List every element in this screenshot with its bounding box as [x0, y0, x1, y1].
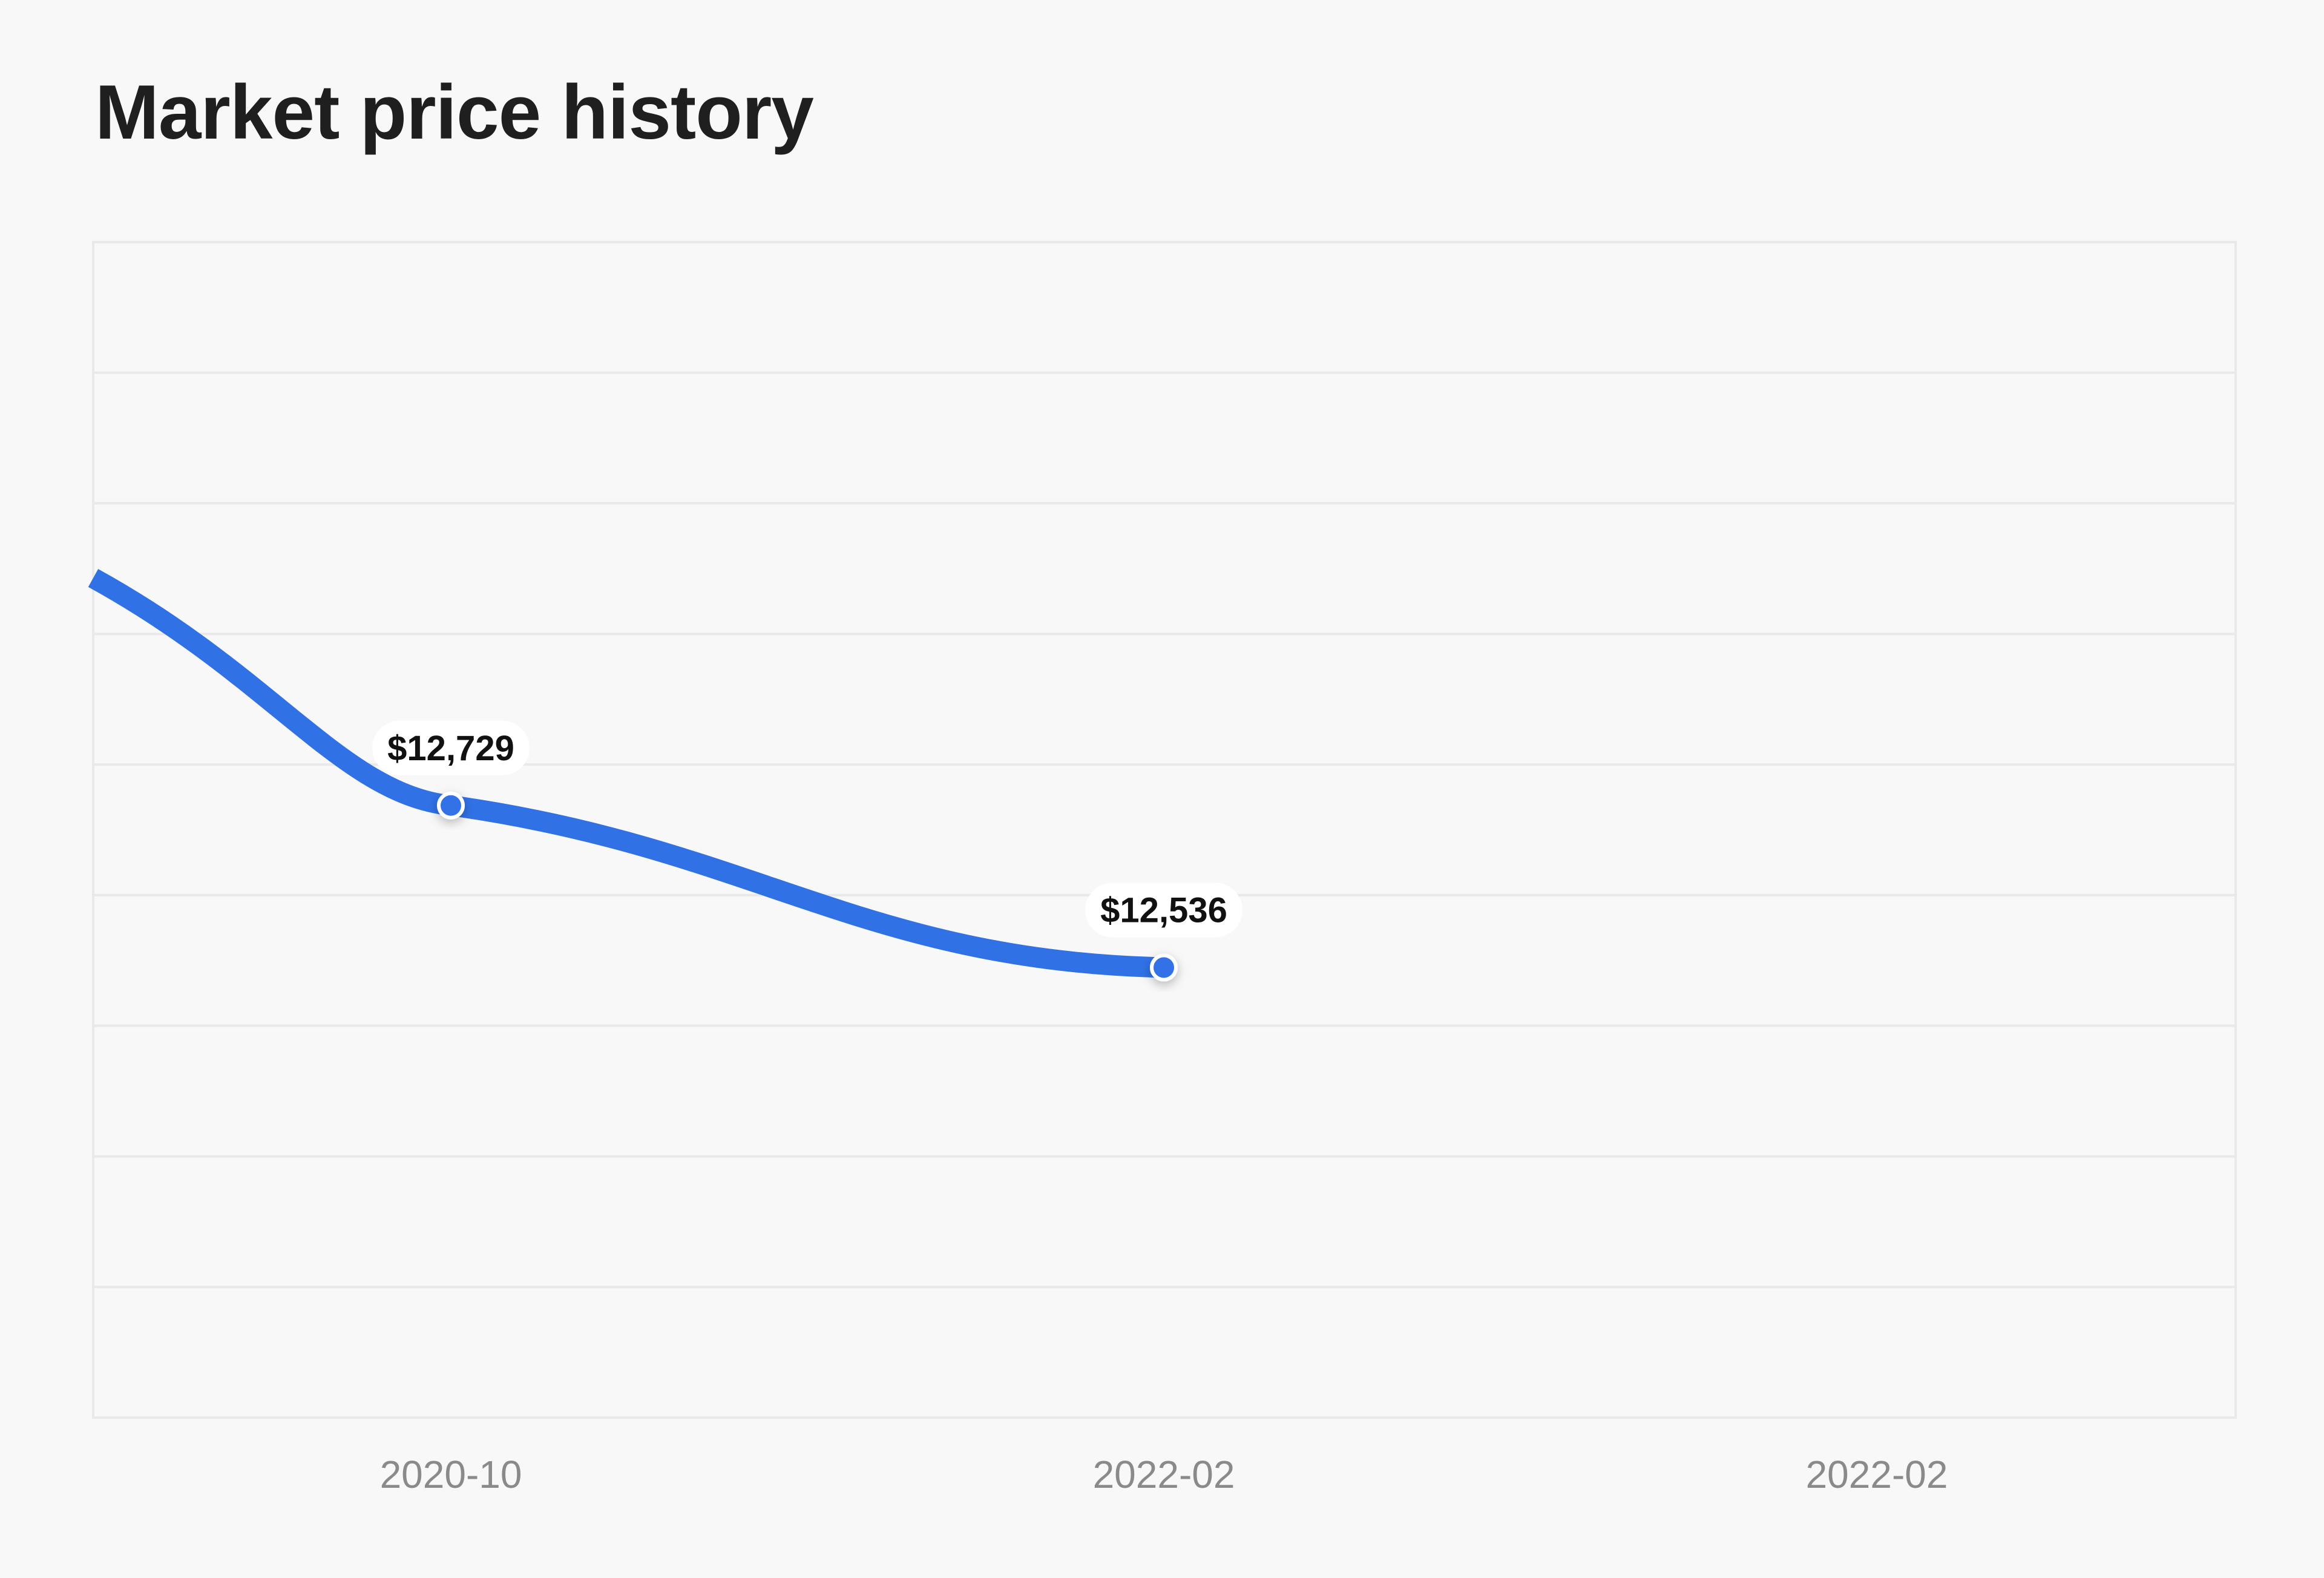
grid-lines — [92, 241, 2237, 1419]
data-label-background — [372, 720, 530, 775]
data-point-2 — [1150, 953, 1178, 982]
x-axis-ticks: 2020-10 2022-02 2022-02 — [380, 1453, 1948, 1496]
data-label: $12,729 — [387, 729, 514, 768]
plot-frame — [92, 241, 2237, 1419]
data-labels: $12,729 $12,536 — [372, 720, 1242, 938]
x-tick-label: 2022-02 — [1093, 1453, 1235, 1496]
series-line-layer — [88, 568, 1164, 978]
data-label: $12,536 — [1100, 890, 1227, 930]
series-line — [88, 568, 1164, 978]
data-label-group-1: $12,729 — [372, 720, 530, 775]
page-title: Market price history — [95, 69, 814, 155]
data-point-1 — [437, 791, 465, 820]
data-points — [437, 791, 1178, 982]
data-label-background — [1085, 883, 1242, 938]
data-label-group-2: $12,536 — [1085, 883, 1242, 938]
x-tick-label: 2020-10 — [380, 1453, 522, 1496]
x-tick-label: 2022-02 — [1806, 1453, 1948, 1496]
